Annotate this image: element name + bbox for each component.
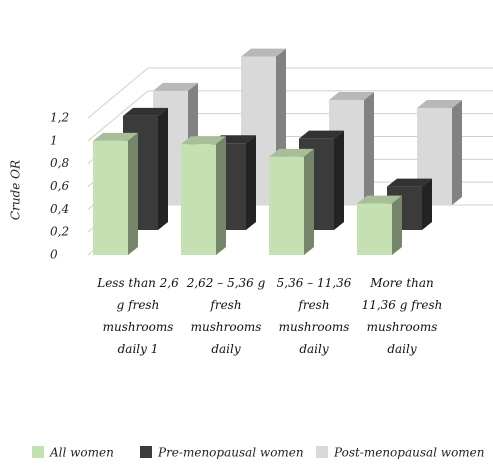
x-tick-label: Less than 2,6 g fresh mushrooms daily 1: [97, 276, 179, 356]
legend-label: Pre-menopausal women: [157, 446, 304, 460]
legend-swatch: [32, 446, 44, 458]
bar-top: [269, 148, 314, 157]
y-tick-label: 0: [50, 248, 58, 262]
legend-swatch: [140, 446, 152, 458]
bar: [357, 203, 392, 255]
bar-side: [392, 195, 402, 255]
bar-top: [299, 130, 344, 139]
legend-label: Post-menopausal women: [333, 446, 485, 460]
y-tick-label: 0,2: [50, 225, 69, 239]
bar: [269, 156, 304, 255]
bar-side: [334, 130, 344, 230]
legend-swatch: [316, 446, 328, 458]
bar-top: [93, 132, 138, 141]
y-tick-label: 0,8: [50, 156, 69, 170]
bar-top: [153, 82, 198, 91]
grid-line: [87, 67, 493, 119]
y-tick-label: 0,4: [50, 202, 69, 216]
bar-side: [128, 132, 138, 255]
bar-side: [158, 107, 168, 230]
bar-top: [241, 48, 286, 57]
bar-side: [364, 91, 374, 205]
y-axis-title: Crude OR: [9, 160, 23, 220]
bar-top: [123, 107, 168, 116]
bar-side: [216, 136, 226, 255]
grid-line: [87, 90, 493, 142]
bar-side: [422, 178, 432, 230]
bar-side: [452, 99, 462, 205]
bar-top: [417, 99, 462, 108]
bar-side: [304, 148, 314, 255]
x-tick-label: 5,36 – 11,36 fresh mushrooms daily: [276, 276, 352, 356]
bar: [181, 144, 216, 255]
y-tick-label: 1: [50, 133, 58, 147]
bar-top: [329, 91, 374, 100]
bar-top: [357, 195, 402, 204]
bar-top: [387, 178, 432, 187]
y-tick-label: 1,2: [50, 111, 69, 125]
bar-top: [181, 136, 226, 145]
legend-label: All women: [49, 446, 114, 460]
x-tick-label: More than 11,36 g fresh mushrooms daily: [361, 276, 443, 356]
x-tick-label: 2,62 – 5,36 g fresh mushrooms daily: [186, 276, 266, 356]
bar-side: [246, 135, 256, 230]
bar: [93, 140, 128, 255]
y-tick-label: 0,6: [50, 179, 69, 193]
